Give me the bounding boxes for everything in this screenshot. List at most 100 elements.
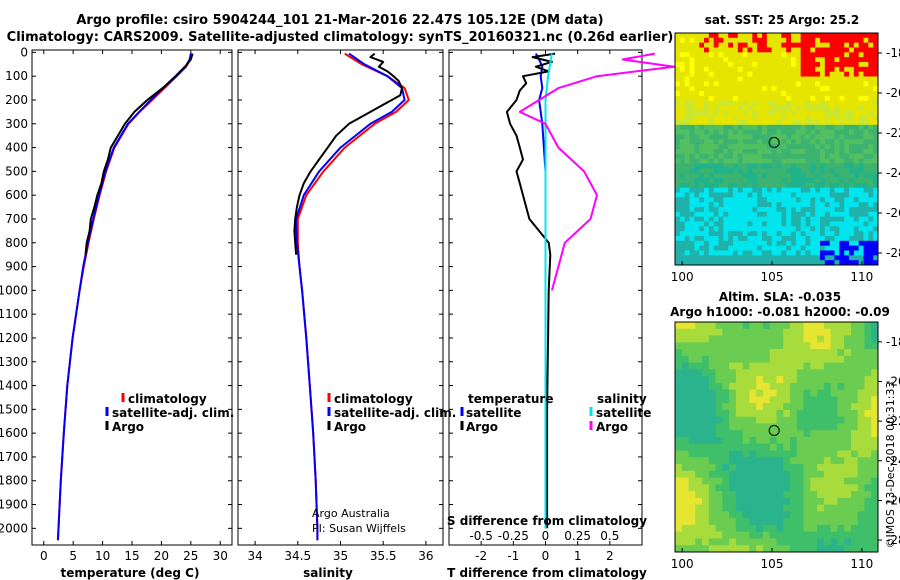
map-cell (790, 322, 798, 330)
map-cell (675, 260, 681, 266)
map-cell (723, 149, 729, 155)
map-cell (762, 240, 768, 247)
map-cell (796, 470, 804, 478)
map-cell (713, 211, 719, 218)
map-cell (769, 464, 777, 472)
map-cell (713, 62, 719, 68)
map-cell (694, 37, 700, 44)
map-cell (864, 443, 872, 451)
map-cell (684, 139, 690, 145)
map-cell (824, 124, 831, 131)
map-cell (762, 443, 771, 451)
map-cell (817, 524, 825, 533)
map-cell (844, 221, 850, 227)
map-cell (749, 430, 757, 438)
map-cell (708, 437, 716, 445)
map-ytick-label: -20 (886, 374, 900, 388)
map-cell (800, 226, 806, 232)
map-cell (858, 129, 864, 135)
map-cell (791, 33, 797, 39)
map-cell (713, 245, 719, 251)
map-ytick-label: -26 (886, 206, 900, 220)
map-cell (742, 139, 748, 145)
map-cell (675, 211, 681, 218)
map-cell (795, 95, 802, 102)
map-cell (679, 168, 686, 174)
map-cell (702, 403, 710, 411)
map-cell (749, 376, 757, 384)
map-cell (771, 192, 777, 198)
map-cell (704, 81, 710, 87)
map-cell (824, 71, 831, 77)
map-cell (694, 57, 700, 63)
map-cell (805, 52, 811, 58)
map-cell (675, 91, 681, 97)
map-cell (864, 518, 872, 526)
map-cell (688, 504, 696, 512)
map-cell (752, 187, 758, 193)
map-cell (820, 86, 826, 92)
sal-legend-climatology: climatology (334, 392, 413, 406)
map-cell (722, 416, 730, 424)
map-cell (713, 139, 719, 145)
map-cell (776, 71, 782, 77)
map-cell (733, 120, 739, 126)
map-cell (756, 457, 764, 465)
map-cell (735, 403, 744, 411)
ytick-label: 800 (5, 236, 28, 250)
map-cell (776, 173, 782, 179)
map-cell (729, 369, 737, 377)
map-cell (790, 423, 798, 431)
map-cell (684, 240, 690, 247)
map-cell (844, 403, 852, 411)
map-cell (747, 163, 753, 169)
map-cell (718, 231, 724, 237)
map-cell (742, 437, 750, 445)
map-cell (762, 66, 768, 73)
map-cell (863, 255, 869, 261)
map-cell (834, 62, 840, 68)
map-cell (820, 115, 826, 121)
map-cell (800, 129, 806, 135)
map-cell (823, 369, 832, 377)
map-cell (823, 355, 832, 363)
map-cell (689, 37, 695, 44)
map-cell (681, 484, 689, 492)
map-cell (823, 362, 832, 370)
map-cell (766, 168, 773, 174)
map-cell (817, 443, 825, 451)
map-cell (829, 158, 835, 164)
map-cell (729, 491, 737, 499)
map-cell (723, 240, 729, 247)
map-cell (853, 178, 860, 184)
map-cell (702, 382, 710, 391)
map-cell (823, 416, 832, 424)
map-cell (762, 134, 768, 140)
map-cell (803, 416, 811, 424)
map-cell (844, 538, 852, 546)
map-cell (781, 124, 787, 131)
map-cell (675, 464, 683, 472)
map-cell (689, 95, 695, 102)
map-cell (718, 52, 724, 58)
map-cell (723, 231, 729, 237)
map-cell (791, 100, 797, 106)
map-cell (873, 187, 879, 193)
map-cell (742, 335, 750, 343)
map-cell (762, 450, 771, 458)
map-cell (853, 95, 860, 102)
map-cell (713, 144, 719, 150)
map-cell (834, 86, 840, 92)
map-cell (781, 236, 787, 242)
map-cell (781, 47, 787, 53)
map-cell (747, 76, 753, 82)
map-cell (675, 504, 683, 512)
map-cell (839, 240, 845, 247)
map-cell (837, 409, 845, 418)
map-cell (800, 105, 806, 111)
map-cell (737, 245, 744, 251)
map-cell (803, 484, 811, 492)
map-xtick-label: 100 (671, 270, 694, 284)
map-cell (766, 129, 773, 135)
map-cell (829, 149, 835, 155)
